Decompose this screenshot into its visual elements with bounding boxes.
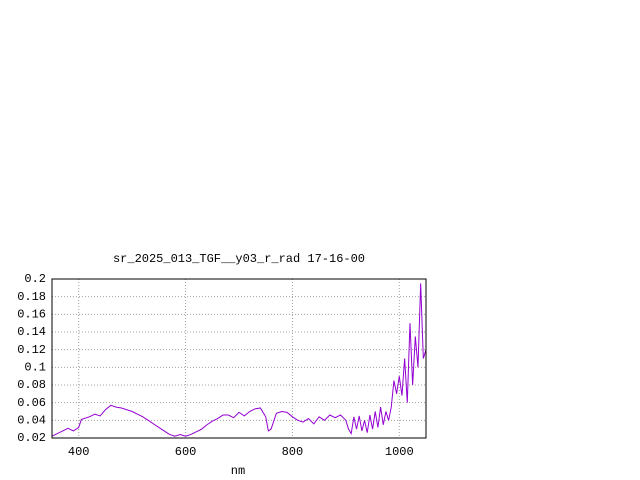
y-tick-label: 0.14 [17, 325, 46, 339]
y-tick-label: 0.1 [24, 361, 46, 375]
y-tick-label: 0.18 [17, 290, 46, 304]
data-line [51, 283, 427, 437]
y-tick-label: 0.16 [17, 308, 46, 322]
x-axis-label: nm [231, 464, 245, 478]
y-tick-label: 0.06 [17, 396, 46, 410]
y-tick-label: 0.04 [17, 414, 46, 428]
plot-border [51, 278, 427, 439]
y-tick-label: 0.2 [24, 272, 46, 286]
y-tick-label: 0.02 [17, 431, 46, 445]
x-tick-label: 800 [282, 445, 304, 459]
x-tick-label: 1000 [385, 445, 414, 459]
chart-title: sr_2025_013_TGF__y03_r_rad 17-16-00 [113, 252, 365, 266]
x-tick-label: 600 [175, 445, 197, 459]
y-tick-label: 0.08 [17, 378, 46, 392]
y-tick-label: 0.12 [17, 343, 46, 357]
x-tick-label: 400 [68, 445, 90, 459]
